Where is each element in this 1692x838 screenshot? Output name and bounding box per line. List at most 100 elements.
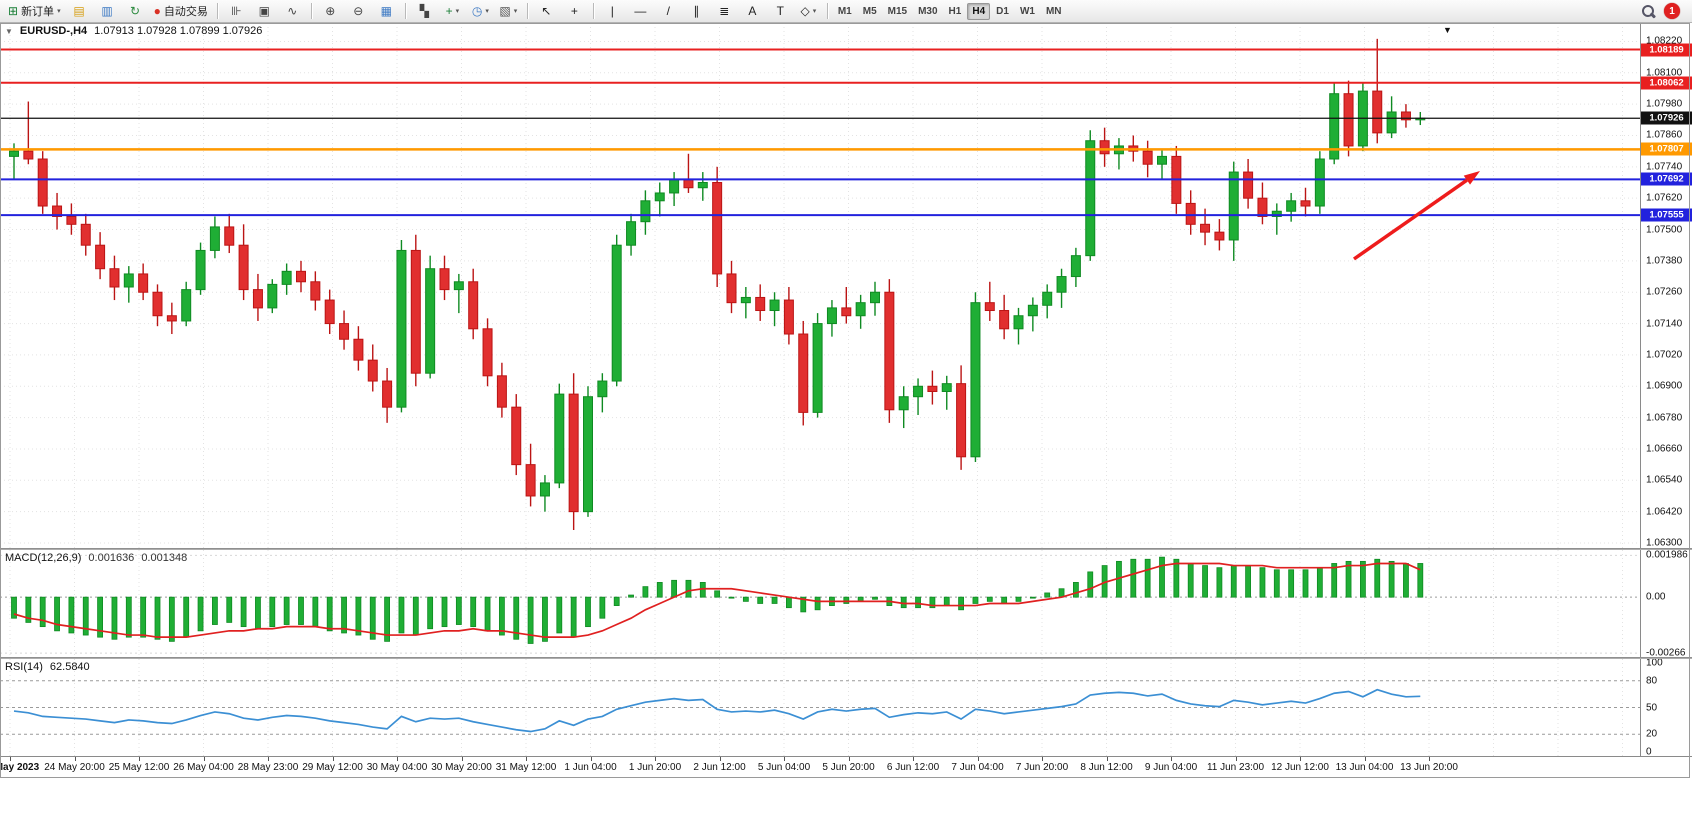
- time-axis-label: 7 Jun 04:00: [951, 762, 1004, 773]
- toolbar-text-button[interactable]: A: [739, 1, 766, 22]
- time-tick: [1106, 757, 1108, 761]
- level-price-badge: 1.07555: [1641, 208, 1692, 222]
- time-tick: [913, 757, 914, 761]
- toolbar-zoom-in-button[interactable]: ⊕: [317, 1, 344, 22]
- notification-badge[interactable]: 1: [1664, 3, 1680, 19]
- time-tick: [268, 757, 269, 761]
- level-price-badge: 1.08189: [1641, 43, 1692, 57]
- time-axis-label: 11 Jun 23:00: [1206, 762, 1265, 773]
- rsi-axis-label: 20: [1646, 728, 1658, 740]
- time-tick: [977, 757, 979, 761]
- time-axis-label: 8 Jun 12:00: [1080, 762, 1133, 773]
- candlestick-chart[interactable]: [0, 23, 1641, 548]
- price-axis-label: 1.06420: [1646, 506, 1683, 518]
- toolbar-shapes-button[interactable]: ◇ ▾: [795, 1, 822, 22]
- chart-shift-marker: ▼: [1443, 25, 1452, 35]
- timeframe-m15-button[interactable]: M15: [887, 5, 908, 17]
- toolbar-crosshair-button[interactable]: +: [561, 1, 588, 22]
- toolbar-zoom-out-button[interactable]: ⊖: [345, 1, 372, 22]
- search-icon[interactable]: [1641, 4, 1656, 19]
- macd-chart[interactable]: [0, 550, 1641, 657]
- toolbar-channel-button[interactable]: ∥: [683, 1, 710, 22]
- toolbar-tile-windows-button[interactable]: ▦: [373, 1, 400, 22]
- price-axis-label: 1.07620: [1646, 192, 1683, 204]
- toolbar-cursor-button[interactable]: ↖: [533, 1, 560, 22]
- time-axis-label: 1 Jun 04:00: [564, 762, 617, 773]
- time-axis-label: 5 Jun 04:00: [757, 762, 811, 773]
- zoom-out-icon: ⊖: [353, 4, 364, 18]
- timeframe-mn-button[interactable]: MN: [1045, 5, 1062, 17]
- rsi-line: [13, 688, 1421, 733]
- toolbar-new-order-button[interactable]: ⊞ 新订单 ▾: [4, 1, 65, 22]
- new-order-caret-icon: ▾: [57, 8, 61, 15]
- price-axis-label: 1.07020: [1646, 349, 1683, 361]
- time-tick: [203, 757, 205, 761]
- toolbar-horizontal-line-button[interactable]: —: [627, 1, 654, 22]
- macd-axis-label: -0.00266: [1646, 647, 1686, 659]
- macd-label: MACD(12,26,9): [5, 552, 82, 564]
- price-axis-label: 1.06780: [1646, 412, 1683, 424]
- toolbar-template-selector-button[interactable]: ▧ ▾: [495, 1, 522, 22]
- pane-splitter[interactable]: [0, 657, 1692, 659]
- time-tick: [1300, 757, 1301, 761]
- text-label-icon: T: [776, 4, 784, 18]
- toolbar-auto-trading-button[interactable]: ● 自动交易: [150, 1, 212, 22]
- time-axis-label: 5 Jun 20:00: [822, 762, 875, 773]
- timeframe-h1-button[interactable]: H1: [948, 5, 962, 17]
- macd-axis[interactable]: 0.001986 0.00 -0.00266: [1640, 550, 1692, 659]
- level-price-badge: 1.08062: [1641, 76, 1692, 90]
- chart-collapse-icon[interactable]: ▼: [5, 27, 13, 36]
- toolbar-bar-chart-button[interactable]: ⊪: [223, 1, 250, 22]
- toolbar-fibonacci-button[interactable]: ≣: [711, 1, 738, 22]
- timeframe-m30-button[interactable]: M30: [918, 5, 938, 17]
- price-axis[interactable]: 1.08220 1.08100 1.07980 1.07860 1.07740 1.076…: [1640, 23, 1692, 549]
- time-axis-label: 29 May 12:00: [302, 762, 363, 773]
- toolbar-trend-line-button[interactable]: /: [655, 1, 682, 22]
- trend-arrow: [1352, 178, 1468, 261]
- toolbar-refresh-button[interactable]: ↻: [122, 1, 149, 22]
- toolbar-auto-arrange-button[interactable]: ▚: [411, 1, 438, 22]
- time-tick: [139, 757, 140, 761]
- toolbar-period-selector-button[interactable]: ◷ ▾: [467, 1, 494, 22]
- rsi-axis[interactable]: 100 80 50 20 0: [1640, 658, 1692, 758]
- channel-icon: ∥: [693, 4, 700, 18]
- timeframe-w1-button[interactable]: W1: [1019, 5, 1035, 17]
- rsi-axis-label: 0: [1646, 746, 1652, 758]
- rsi-axis-label: 80: [1646, 675, 1658, 687]
- pane-splitter[interactable]: [0, 548, 1692, 550]
- macd-signal-line: [13, 562, 1421, 639]
- auto-trading-icon: ●: [153, 4, 161, 18]
- time-tick: [74, 757, 76, 761]
- profiles-icon: ▥: [101, 4, 113, 18]
- rsi-chart[interactable]: [0, 659, 1641, 756]
- level-price-badge: 1.07807: [1641, 142, 1692, 156]
- time-tick: [1429, 757, 1430, 761]
- price-axis-label: 1.08100: [1646, 67, 1683, 79]
- toolbar-candle-chart-button[interactable]: ▣: [251, 1, 278, 22]
- time-axis-label: 6 Jun 12:00: [886, 762, 940, 773]
- toolbar-profiles-button[interactable]: ▥: [94, 1, 121, 22]
- timeframe-m1-button[interactable]: M1: [837, 5, 852, 17]
- rsi-value: 62.5840: [49, 661, 90, 673]
- toolbar-line-chart-button[interactable]: ∿: [279, 1, 306, 22]
- timeframe-d1-button[interactable]: D1: [996, 5, 1009, 17]
- chart-window-icon: ▤: [73, 4, 85, 18]
- trend-arrow-head: [1463, 171, 1480, 185]
- toolbar-text-label-button[interactable]: T: [767, 1, 794, 22]
- toolbar-add-indicator-button[interactable]: + ▾: [439, 1, 466, 22]
- shapes-caret-icon: ▾: [812, 8, 817, 15]
- toolbar-vertical-line-button[interactable]: |: [599, 1, 626, 22]
- fibonacci-icon: ≣: [719, 4, 730, 18]
- toolbar-chart-window-button[interactable]: ▤: [66, 1, 93, 22]
- timeframe-h4-button[interactable]: H4: [967, 2, 991, 20]
- price-axis-label: 1.07260: [1646, 286, 1683, 298]
- auto-trading-label: 自动交易: [163, 6, 208, 18]
- time-tick: [332, 757, 334, 761]
- timeframe-m5-button[interactable]: M5: [862, 5, 877, 17]
- time-tick: [1042, 757, 1043, 761]
- toolbar-separator: [310, 3, 312, 19]
- time-tick: [1171, 757, 1172, 761]
- price-axis-label: 1.07380: [1646, 255, 1683, 267]
- toolbar: ⊞ 新订单 ▾ ▤ ▥ ↻ ● 自动交易 ⊪ ▣ ∿ ⊕ ⊖ ▦ ▚ + ▾ ◷ ▾ ▧ ▾ ↖ + | — / ∥ ≣ A T ◇ ▾ M1…: [0, 0, 1692, 23]
